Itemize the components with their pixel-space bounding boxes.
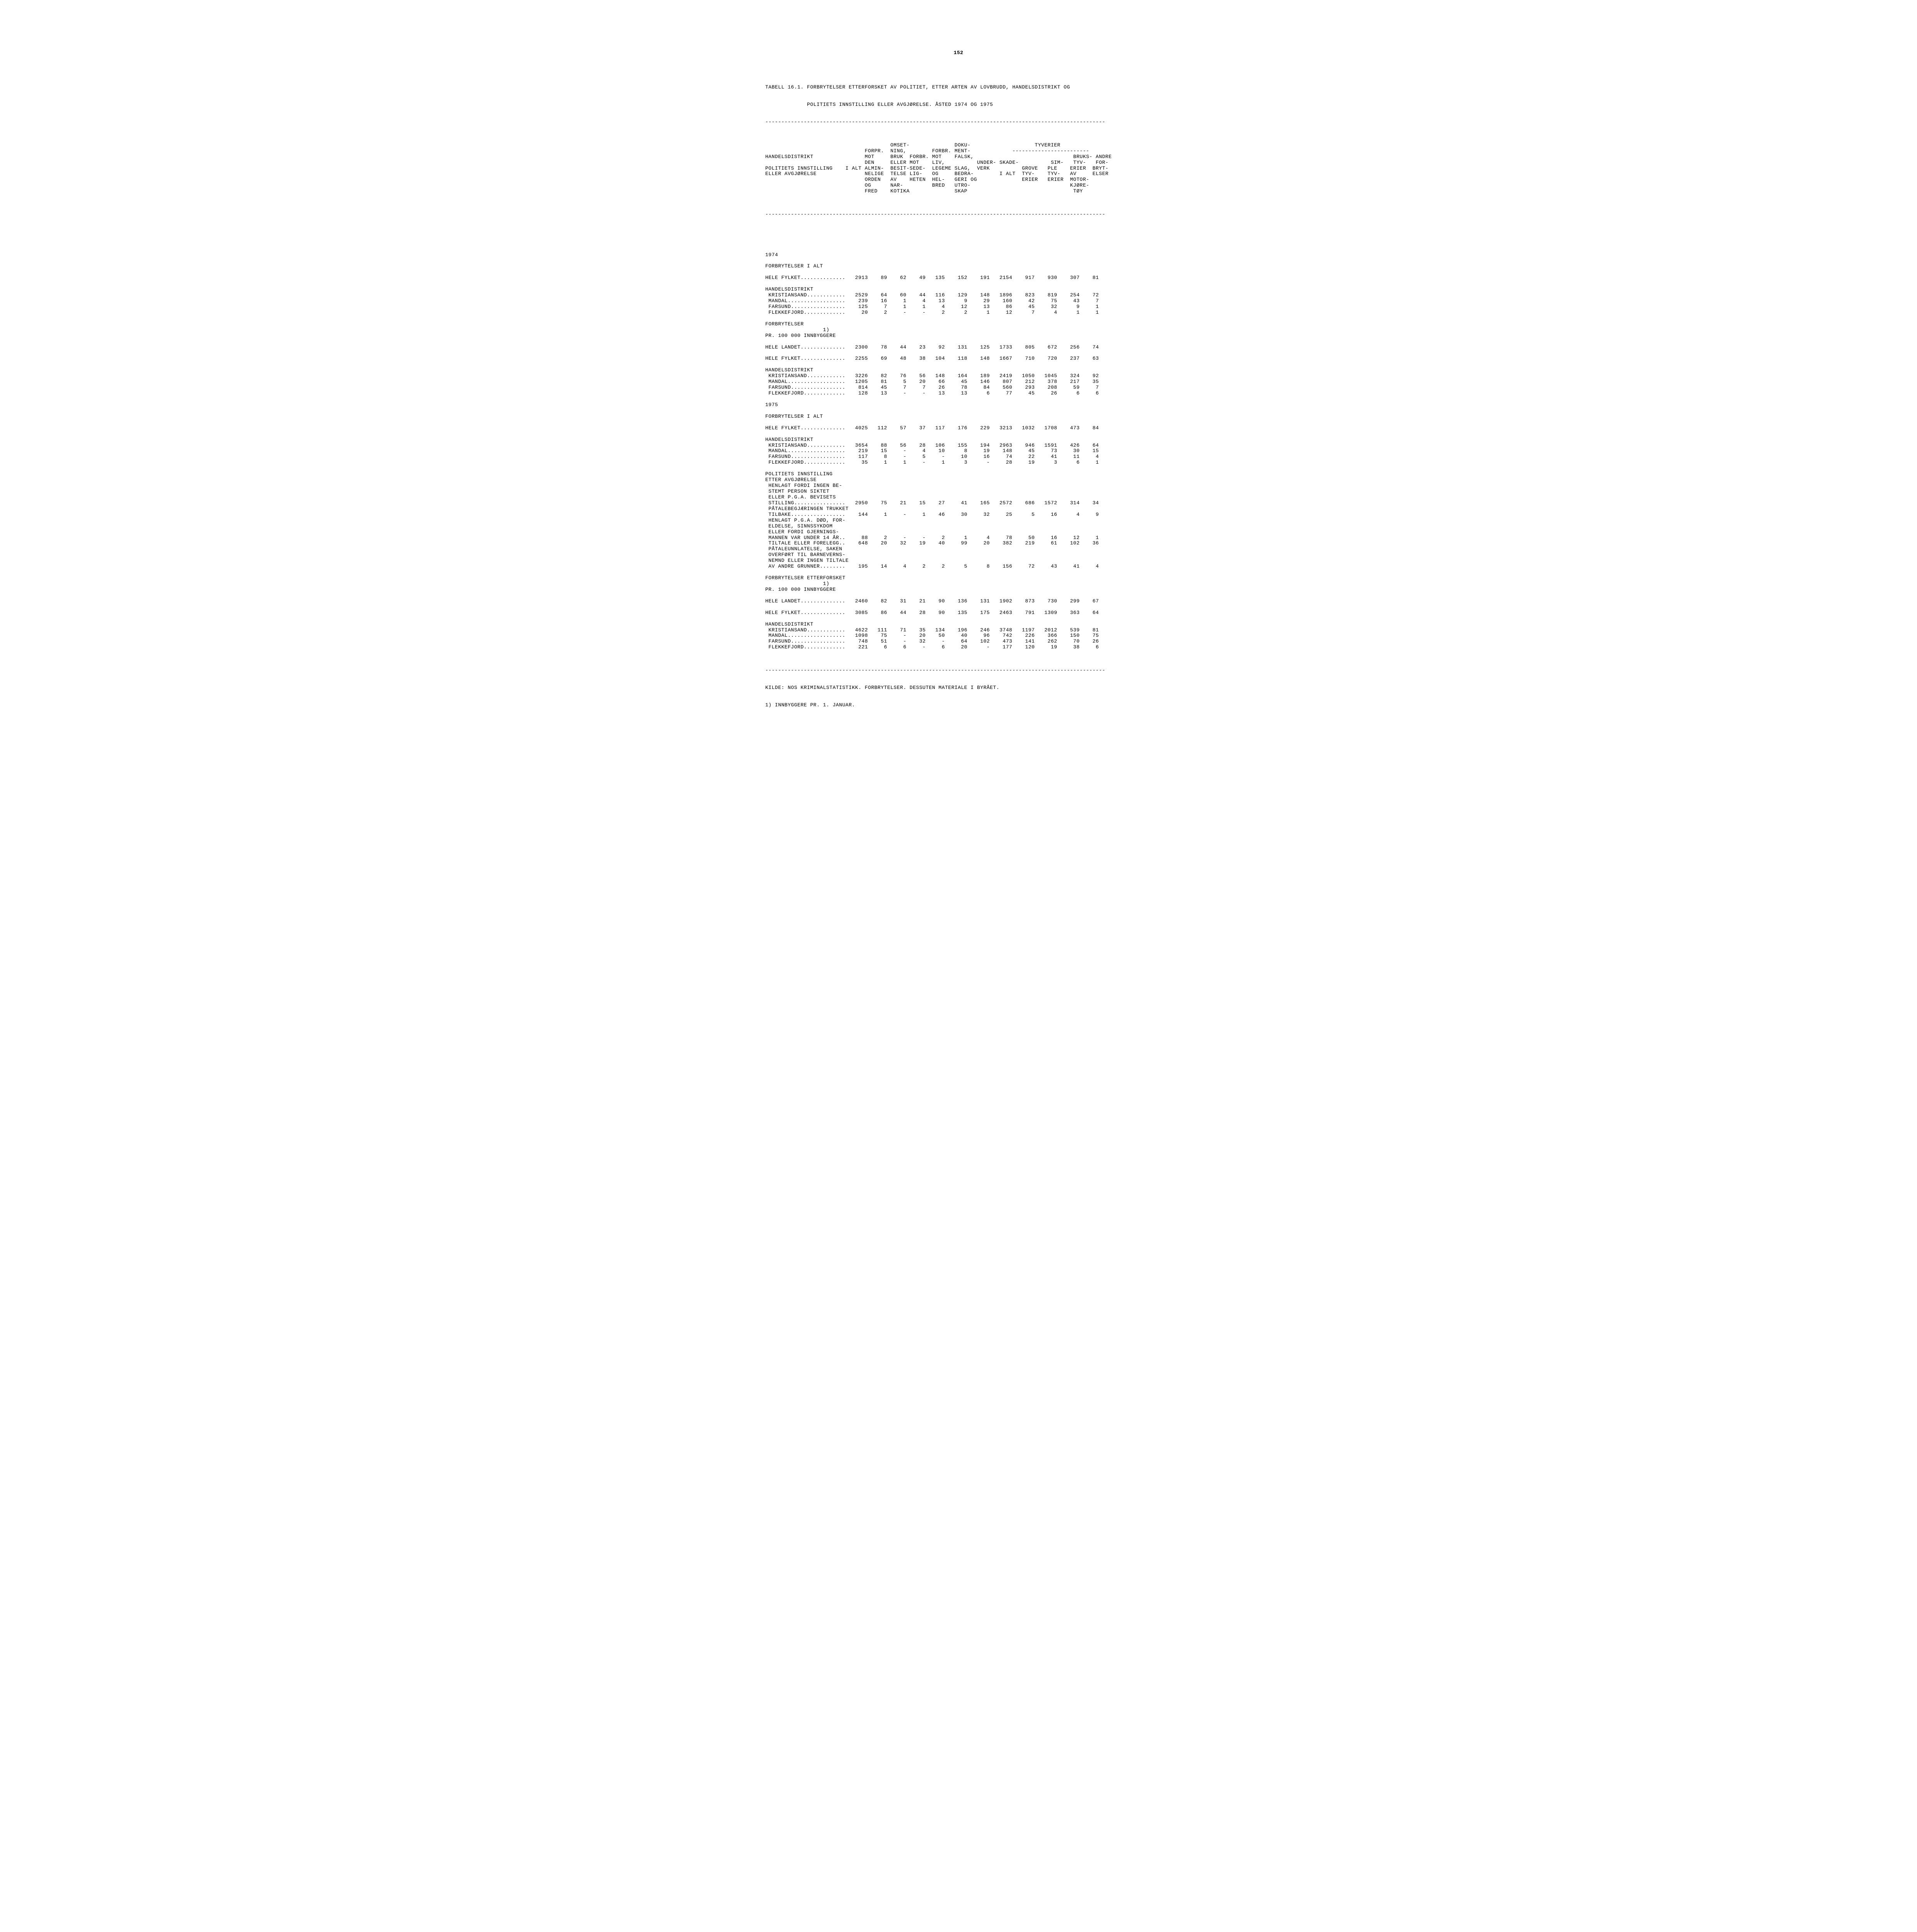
column-header-line: FORPR. NING, FORBR. MENT- --------------… [765,148,1152,154]
blank-line [765,281,1152,287]
table-row: FLEKKEFJORD............. 20 2 - - 2 2 1 … [765,310,1152,316]
section-heading: STEMT PERSON SIKTET [765,489,1152,495]
table-row: TILBAKE................. 144 1 - 1 46 30… [765,512,1152,518]
table-row: KRISTIANSAND............ 2529 64 60 44 1… [765,293,1152,298]
table-row: KRISTIANSAND............ 4622 111 71 35 … [765,628,1152,633]
table-row: STILLING................ 2950 75 21 15 2… [765,500,1152,506]
section-heading: ELLER FORDI GJERNINGS- [765,529,1152,535]
blank-line [765,362,1152,367]
column-header-block: OMSET- DOKU- TYVERIER FORPR. NING, FORBR… [765,143,1152,194]
section-heading: ELLER P.G.A. BEVISETS [765,495,1152,500]
blank-line [765,396,1152,402]
section-heading: HANDELSDISTRIKT [765,437,1152,443]
section-heading: 1) [765,581,1152,587]
section-heading: FORBRYTELSER I ALT [765,414,1152,420]
section-heading: FORBRYTELSER I ALT [765,264,1152,269]
section-heading: POLITIETS INNSTILLING [765,471,1152,477]
column-header-line: DEN ELLER MOT LIV, UNDER- SKADE- SIM- TY… [765,160,1152,166]
section-heading: 1975 [765,402,1152,408]
blank-line [765,593,1152,599]
blank-line [765,339,1152,345]
table-row: MANDAL.................. 239 16 1 4 13 9… [765,298,1152,304]
table-row: FARSUND................. 125 7 1 1 4 12 … [765,304,1152,310]
section-heading: HANDELSDISTRIKT [765,367,1152,373]
blank-line [765,616,1152,622]
column-header-line: HANDELSDISTRIKT MOT BRUK FORBR. MOT FALS… [765,154,1152,160]
table-row: TILTALE ELLER FORELEGG.. 648 20 32 19 40… [765,541,1152,546]
blank-line [765,316,1152,321]
table-row: FLEKKEFJORD............. 35 1 1 - 1 3 - … [765,460,1152,466]
bottom-rule: ----------------------------------------… [765,668,1152,673]
column-header-line: ELLER AVGJØRELSE NELIGE TELSE LIG- OG BE… [765,171,1152,177]
footer-line1: KILDE: NOS KRIMINALSTATISTIKK. FORBRYTEL… [765,685,1152,691]
section-heading: PÅTALEUNNLATELSE, SAKEN [765,546,1152,552]
blank-line [765,420,1152,425]
table-row: AV ANDRE GRUNNER........ 195 14 4 2 2 5 … [765,564,1152,570]
table-row: FARSUND................. 748 51 - 32 - 6… [765,639,1152,645]
footer-line2: 1) INNBYGGERE PR. 1. JANUAR. [765,702,1152,708]
top-rule: ----------------------------------------… [765,119,1152,125]
table-row: FARSUND................. 117 8 - 5 - 10 … [765,454,1152,460]
page-number: 152 [765,50,1152,56]
table-row: HELE FYLKET.............. 4025 112 57 37… [765,425,1152,431]
blank-line [765,350,1152,356]
blank-line [765,269,1152,275]
table-row: MANDAL.................. 1205 81 5 20 66… [765,379,1152,385]
table-row: KRISTIANSAND............ 3226 82 76 56 1… [765,373,1152,379]
table-row: FLEKKEFJORD............. 128 13 - - 13 1… [765,391,1152,396]
column-header-line: POLITIETS INNSTILLING I ALT ALMIN- BESIT… [765,166,1152,172]
section-heading: PR. 100 000 INNBYGGERE [765,587,1152,593]
section-heading: PÅTALEBEGJÆRINGEN TRUKKET [765,506,1152,512]
section-heading: FORBRYTELSER [765,321,1152,327]
column-header-line: OG NAR- BRED UTRO- KJØRE- [765,183,1152,189]
section-heading: HENLAGT FORDI INGEN BE- [765,483,1152,489]
section-heading: HANDELSDISTRIKT [765,622,1152,628]
blank-line [765,570,1152,575]
table-row: HELE FYLKET.............. 2913 89 62 49 … [765,275,1152,281]
section-heading: PR. 100 000 INNBYGGERE [765,333,1152,339]
table-body: 1974 FORBRYTELSER I ALT HELE FYLKET.....… [765,252,1152,651]
table-row: MANDAL.................. 1098 75 - 20 50… [765,633,1152,639]
blank-line [765,431,1152,437]
section-heading: HANDELSDISTRIKT [765,287,1152,293]
section-heading: NEMND ELLER INGEN TILTALE [765,558,1152,564]
column-header-line: ORDEN AV HETEN HEL- GERI OG ERIER ERIER … [765,177,1152,183]
column-header-line: OMSET- DOKU- TYVERIER [765,143,1152,148]
table-row: HELE FYLKET.............. 2255 69 48 38 … [765,356,1152,362]
table-row: HELE LANDET.............. 2460 82 31 21 … [765,599,1152,604]
table-row: MANNEN VAR UNDER 14 ÅR.. 88 2 - - 2 1 4 … [765,535,1152,541]
table-row: FARSUND................. 814 45 7 7 26 7… [765,385,1152,391]
table-row: HELE LANDET.............. 2300 78 44 23 … [765,345,1152,350]
blank-line [765,258,1152,264]
table-row: MANDAL.................. 219 15 - 4 10 8… [765,448,1152,454]
section-heading: ELDELSE, SINNSSYKDOM [765,524,1152,529]
blank-line [765,466,1152,471]
table-title-line1: TABELL 16.1. FORBRYTELSER ETTERFORSKET A… [765,85,1152,90]
blank-line [765,408,1152,414]
blank-line [765,229,1152,235]
section-heading: OVERFØRT TIL BARNEVERNS- [765,552,1152,558]
section-heading: ETTER AVGJØRELSE [765,477,1152,483]
section-heading: HENLAGT P.G.A. DØD, FOR- [765,518,1152,524]
blank-line [765,604,1152,610]
table-title-line2: POLITIETS INNSTILLING ELLER AVGJØRELSE. … [765,102,1152,108]
header-rule: ----------------------------------------… [765,212,1152,218]
section-heading: 1) [765,327,1152,333]
table-row: KRISTIANSAND............ 3654 88 56 28 1… [765,443,1152,449]
table-row: HELE FYLKET.............. 3085 86 44 28 … [765,610,1152,616]
section-heading: FORBRYTELSER ETTERFORSKET [765,575,1152,581]
table-row: FLEKKEFJORD............. 221 6 6 - 6 20 … [765,645,1152,650]
page: 152 TABELL 16.1. FORBRYTELSER ETTERFORSK… [765,39,1152,714]
section-heading: 1974 [765,252,1152,258]
column-header-line: FRED KOTIKA SKAP TØY [765,189,1152,194]
